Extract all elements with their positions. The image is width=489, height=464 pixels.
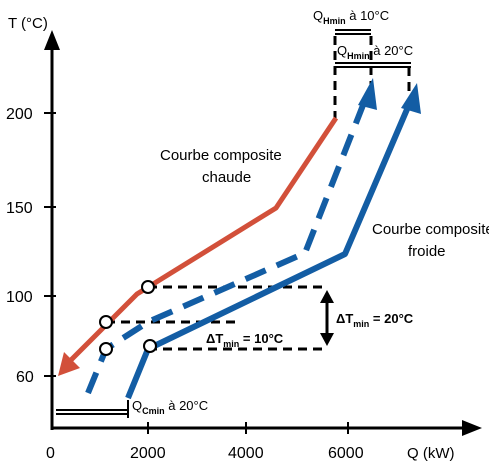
y-tick-label: 150 (6, 200, 33, 217)
cold-curve-arrow-icon (401, 83, 421, 114)
q-hmin-10-annotation: QHmin à 10°C (313, 8, 389, 35)
svg-text:QHmin à 20°C: QHmin à 20°C (337, 43, 413, 61)
hot-curve-arrow-icon (58, 352, 80, 376)
y-tick-label: 200 (6, 106, 33, 123)
pinch-point-marker (99, 342, 113, 356)
cold-curve-label-line1: Courbe composite (372, 221, 489, 238)
pinch-point-marker (141, 280, 155, 294)
hot-composite-curve (66, 116, 339, 365)
dt-min-20-arrow-icon (320, 290, 334, 346)
guide-lines (106, 36, 411, 351)
x-tick-label: 0 (46, 445, 55, 462)
y-tick-label: 60 (16, 369, 34, 386)
pinch-point-marker (99, 315, 113, 329)
x-tick-label: 2000 (130, 445, 166, 462)
svg-text:QHmin à 10°C: QHmin à 10°C (313, 8, 389, 26)
cold-curve-dashed (85, 93, 370, 395)
x-tick-label: 6000 (328, 445, 364, 462)
hot-curve-label-line2: chaude (202, 169, 251, 186)
x-axis-arrow-icon (462, 420, 482, 436)
cold-curve-label-line2: froide (408, 243, 446, 260)
q-cmin-20-annotation: QCmin à 20°C (56, 398, 208, 418)
x-axis-label: Q (kW) (407, 445, 454, 462)
cold-composite-curve (125, 98, 414, 400)
svg-text:QCmin à 20°C: QCmin à 20°C (132, 398, 208, 416)
pinch-point-marker (143, 339, 157, 353)
q-hmin-20-annotation: QHmin à 20°C (335, 43, 413, 68)
hot-curve-label-line1: Courbe composite (160, 147, 282, 164)
y-axis-arrow-icon (44, 30, 60, 50)
y-tick-label: 100 (6, 289, 33, 306)
x-tick-label: 4000 (228, 445, 264, 462)
dt-min-20-label: ΔTmin = 20°C (336, 311, 414, 329)
y-axis-label: T (°C) (8, 15, 48, 32)
cold-dashed-arrow-icon (358, 78, 377, 110)
dt-min-10-label: ΔTmin = 10°C (206, 331, 284, 349)
